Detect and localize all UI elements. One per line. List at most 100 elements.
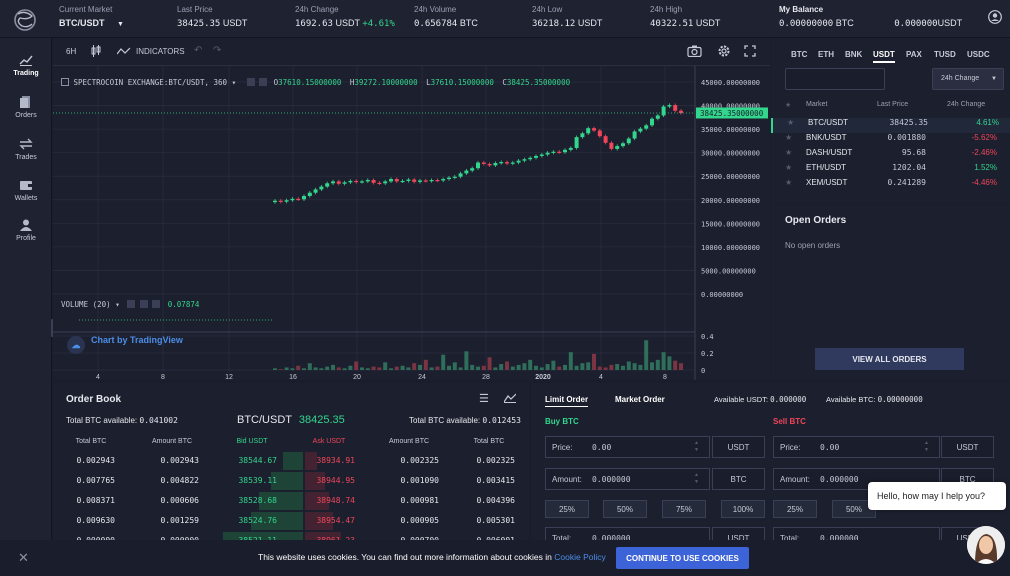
fullscreen-icon[interactable]: [744, 45, 756, 57]
candles-icon[interactable]: [91, 45, 101, 57]
time-tick-label: 4: [96, 374, 100, 380]
sidebar-item-orders[interactable]: Orders: [0, 96, 52, 119]
order-book-row[interactable]: 0.009630 0.001259 38524.76 38954.47 0.000905…: [53, 512, 529, 530]
close-icon[interactable]: ✕: [18, 550, 29, 565]
volume-bar: [493, 367, 498, 370]
stepper-icon[interactable]: ▲ ▼: [694, 440, 699, 453]
legend-symbol[interactable]: SPECTROCOIN EXCHANGE:BTC/USDT, 360: [73, 78, 228, 87]
volume-chevron-icon[interactable]: ▾: [115, 300, 120, 309]
interval-button[interactable]: 6H: [66, 47, 77, 56]
tradingview-attribution[interactable]: ☁ Chart by TradingView: [67, 335, 183, 354]
tab-eth[interactable]: ETH: [818, 50, 834, 59]
legend-close-icon[interactable]: [259, 78, 268, 86]
tab-tusd[interactable]: TUSD: [934, 50, 956, 59]
view-all-orders-button[interactable]: VIEW ALL ORDERS: [815, 348, 964, 370]
order-book-row[interactable]: 0.008371 0.000606 38528.68 38948.74 0.000981…: [53, 492, 529, 510]
volume-legend-label[interactable]: VOLUME (20): [61, 300, 111, 309]
tab-usdt[interactable]: USDT: [873, 50, 895, 63]
tab-pax[interactable]: PAX: [906, 50, 922, 59]
chevron-down-icon: ▼: [991, 76, 997, 82]
legend-settings-icon[interactable]: [246, 78, 255, 86]
camera-icon[interactable]: [687, 45, 702, 57]
market-search-input[interactable]: [785, 68, 885, 90]
market-pair: ETH/USDT: [806, 163, 846, 172]
sell-pct-25-button[interactable]: 25%: [773, 500, 817, 518]
sidebar-item-trading[interactable]: Trading: [0, 54, 52, 77]
spectrocoin-logo[interactable]: [10, 8, 40, 32]
volume-close-icon[interactable]: [152, 300, 161, 308]
tab-limit-order[interactable]: Limit Order: [545, 395, 589, 407]
order-book-row[interactable]: 0.002943 0.002943 38544.67 38934.91 0.002325…: [53, 452, 529, 470]
sell-pct-50-button[interactable]: 50%: [832, 500, 876, 518]
chat-avatar[interactable]: [967, 526, 1005, 564]
market-sort-select[interactable]: 24h Change ▼: [932, 68, 1004, 90]
list-view-icon[interactable]: ☰: [479, 393, 489, 405]
current-market-value: BTC/USDT: [59, 18, 105, 28]
star-icon[interactable]: ★: [785, 148, 793, 157]
buy-amount-field[interactable]: Amount: 0.000000 ▲ ▼: [545, 468, 710, 490]
buy-pct-75-button[interactable]: 75%: [662, 500, 706, 518]
volume-label: 24h Volume: [414, 5, 457, 14]
price-chart[interactable]: 45000.0000000040000.0000000035000.000000…: [53, 66, 770, 380]
sell-price-unit: USDT: [941, 436, 994, 458]
buy-pct-25-button[interactable]: 25%: [545, 500, 589, 518]
market-row[interactable]: ★ DASH/USDT 95.68 -2.46%: [771, 148, 1010, 163]
current-market[interactable]: Current Market BTC/USDT ▼: [59, 5, 124, 28]
market-price: 0.241289: [887, 178, 926, 187]
star-icon[interactable]: ★: [787, 118, 795, 127]
market-row[interactable]: ★ XEM/USDT 0.241289 -4.46%: [771, 178, 1010, 193]
undo-icon[interactable]: ↶: [194, 45, 203, 56]
chat-greeting[interactable]: Hello, how may I help you?: [868, 482, 1006, 510]
buy-pct-100-button[interactable]: 100%: [721, 500, 765, 518]
buy-price-field[interactable]: Price: 0.00 ▲ ▼: [545, 436, 710, 458]
tab-usdc[interactable]: USDC: [967, 50, 990, 59]
redo-icon[interactable]: ↷: [213, 45, 222, 56]
market-price: 38425.35: [889, 118, 928, 127]
tab-bnk[interactable]: BNK: [845, 50, 863, 59]
star-icon[interactable]: ★: [785, 178, 793, 187]
balance-stat[interactable]: My Balance 0.00000000 BTC 0.000000USDT: [779, 5, 962, 29]
legend-chevron-icon[interactable]: ▾: [231, 78, 237, 87]
sidebar-item-profile[interactable]: Profile: [0, 219, 52, 242]
order-book-row[interactable]: 0.007765 0.004822 38539.11 38944.95 0.001090…: [53, 472, 529, 490]
depth-chart-icon[interactable]: [504, 393, 516, 403]
chevron-down-icon[interactable]: ▼: [117, 21, 124, 28]
bid-depth-bar: [259, 492, 303, 510]
sidebar-item-wallets[interactable]: Wallets: [0, 179, 52, 202]
last-price-label: Last Price: [177, 5, 213, 14]
header-total-btc-bid: Total BTC: [75, 438, 107, 445]
buy-title: Buy BTC: [545, 417, 579, 426]
accept-cookies-button[interactable]: CONTINUE TO USE COOKIES: [616, 547, 749, 569]
buy-pct-50-button[interactable]: 50%: [603, 500, 647, 518]
star-icon[interactable]: ★: [785, 163, 793, 172]
volume-bar: [278, 369, 283, 370]
user-account-icon[interactable]: [988, 10, 1002, 24]
indicators-icon[interactable]: [117, 47, 131, 55]
indicators-button[interactable]: INDICATORS: [136, 47, 185, 56]
sell-price-field[interactable]: Price: 0.00 ▲ ▼: [773, 436, 940, 458]
tab-market-order[interactable]: Market Order: [615, 395, 665, 404]
balance-btc-unit: BTC: [835, 18, 854, 28]
volume-bar: [377, 367, 382, 370]
volume-settings-icon[interactable]: [127, 300, 136, 308]
volume-hide-icon[interactable]: [139, 300, 148, 308]
tab-btc[interactable]: BTC: [791, 50, 808, 59]
star-icon[interactable]: ★: [785, 133, 793, 142]
time-tick-label: 24: [418, 374, 426, 380]
gear-icon[interactable]: [717, 44, 731, 58]
market-row[interactable]: ★ BNK/USDT 0.001880 -5.62%: [771, 133, 1010, 148]
ask-amount: 0.000905: [400, 516, 439, 525]
market-row[interactable]: ★ ETH/USDT 1202.04 1.52%: [771, 163, 1010, 178]
stepper-icon[interactable]: ▲ ▼: [694, 472, 699, 485]
volume-bar: [342, 368, 347, 370]
sidebar-item-trades[interactable]: Trades: [0, 138, 52, 161]
market-row[interactable]: ★ BTC/USDT 38425.35 4.61%: [771, 118, 1010, 133]
legend-h-value: 39272.10000000: [354, 78, 418, 87]
change-unit: USDT: [335, 18, 360, 28]
candle-body: [290, 198, 295, 201]
legend-toggle-icon[interactable]: [61, 78, 69, 86]
stepper-icon[interactable]: ▲ ▼: [924, 440, 929, 453]
market-change: -4.46%: [971, 178, 997, 187]
cookie-policy-link[interactable]: Cookie Policy: [554, 552, 606, 562]
change-label: 24h Change: [295, 5, 339, 14]
